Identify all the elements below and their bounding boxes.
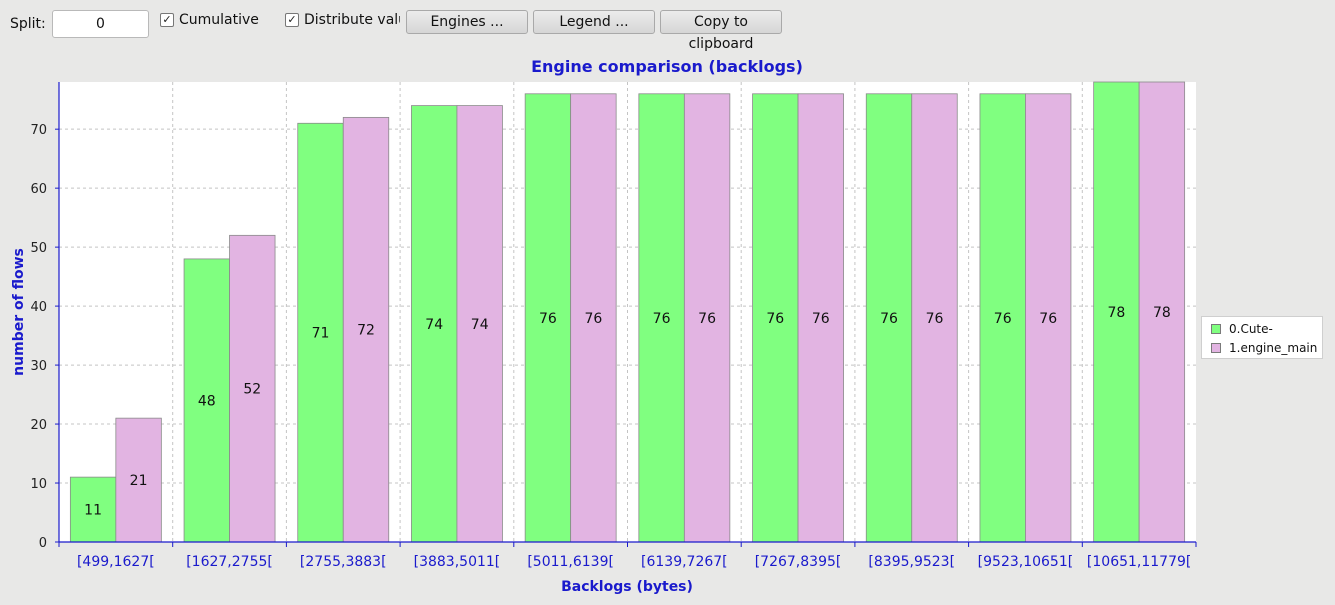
bar	[570, 93, 617, 543]
bar	[979, 93, 1026, 543]
bar	[752, 93, 799, 543]
bar-value-label: 76	[584, 311, 602, 327]
y-tick-label: 70	[30, 123, 47, 138]
bar	[911, 93, 958, 543]
bar	[115, 417, 162, 543]
legend-item: 0.Cute-	[1211, 322, 1273, 336]
y-axis-title: number of flows	[11, 248, 27, 376]
split-label: Split:	[10, 16, 46, 32]
bar	[1093, 81, 1140, 543]
x-tick-label: [5011,6139[	[527, 554, 614, 570]
chart-legend: 0.Cute- 1.engine_main	[1201, 316, 1323, 359]
bar-value-label: 52	[243, 382, 261, 398]
bar-value-label: 74	[425, 317, 443, 333]
split-input[interactable]	[52, 10, 149, 38]
bar-value-label: 76	[880, 311, 898, 327]
bar-value-label: 76	[926, 311, 944, 327]
x-tick-label: [2755,3883[	[300, 554, 387, 570]
bar	[411, 105, 458, 543]
bar-value-label: 76	[698, 311, 716, 327]
x-tick-label: [3883,5011[	[414, 554, 501, 570]
legend-swatch	[1211, 343, 1221, 353]
legend-label: 0.Cute-	[1229, 322, 1273, 336]
bar-value-label: 74	[471, 317, 489, 333]
bar-value-label: 76	[812, 311, 830, 327]
bar	[456, 105, 503, 543]
bar-value-label: 76	[994, 311, 1012, 327]
grid	[59, 82, 1196, 542]
bar-value-label: 21	[130, 473, 148, 489]
bar-value-label: 78	[1107, 305, 1125, 321]
bar	[1025, 93, 1072, 543]
bar	[183, 258, 230, 543]
x-tick-label: [6139,7267[	[641, 554, 728, 570]
bar	[683, 93, 731, 543]
engines-button[interactable]: Engines ...	[406, 10, 528, 34]
bars: 11 21 48 52 71 72 74 74 76 76 76 76 76 76 76 76 76 76 78 78	[69, 81, 1186, 543]
y-tick-label: 20	[30, 418, 47, 433]
bar-value-label: 78	[1153, 305, 1171, 321]
bar-value-label: 76	[766, 311, 784, 327]
x-tick-label: [8395,9523[	[868, 554, 955, 570]
y-tick-label: 10	[30, 477, 47, 492]
x-tick-label: [10651,11779[	[1087, 554, 1191, 570]
cumulative-label: Cumulative	[179, 12, 259, 28]
bar	[524, 93, 572, 543]
cumulative-checkbox[interactable]: ✓ Cumulative	[160, 12, 259, 28]
copy-to-clipboard-button[interactable]: Copy to clipboard	[660, 10, 782, 52]
y-tick-label: 0	[39, 536, 47, 551]
bar-value-label: 76	[1039, 311, 1057, 327]
legend-item: 1.engine_main	[1211, 341, 1317, 355]
bar	[229, 234, 276, 543]
checkmark-icon: ✓	[285, 13, 299, 27]
bar-value-label: 48	[198, 393, 216, 409]
bar	[1138, 81, 1186, 543]
bar-value-label: 71	[312, 326, 330, 342]
x-tick-label: [7267,8395[	[755, 554, 842, 570]
y-tick-label: 30	[30, 359, 47, 374]
legend-button[interactable]: Legend ...	[533, 10, 655, 34]
legend-swatch	[1211, 324, 1221, 334]
chart-title: Engine comparison (backlogs)	[531, 57, 803, 76]
bar-value-label: 72	[357, 323, 375, 339]
x-tick-label: [499,1627[	[77, 554, 155, 570]
axes: 0 10 20 30 40 50 60 70 [499,1627[ [1627,2755[ [275…	[30, 82, 1197, 570]
distribute-values-checkbox[interactable]: ✓ Distribute values	[285, 12, 400, 28]
legend-label: 1.engine_main	[1229, 341, 1318, 355]
bar	[865, 93, 913, 543]
checkmark-icon: ✓	[160, 13, 174, 27]
x-axis-title: Backlogs (bytes)	[561, 579, 693, 595]
y-tick-label: 60	[30, 182, 47, 197]
bar	[297, 122, 344, 543]
bar-value-label: 76	[653, 311, 671, 327]
bar-chart: Engine comparison (backlogs) 11 21 48 52 71 7…	[11, 57, 1197, 595]
bar	[342, 116, 390, 543]
bar-value-label: 76	[539, 311, 557, 327]
x-tick-label: [9523,10651[	[978, 554, 1074, 570]
y-tick-label: 50	[30, 241, 47, 256]
bar-value-label: 11	[84, 503, 102, 519]
distribute-values-label: Distribute values	[304, 12, 400, 28]
x-tick-label: [1627,2755[	[186, 554, 273, 570]
bar	[797, 93, 844, 543]
y-tick-label: 40	[30, 300, 47, 315]
